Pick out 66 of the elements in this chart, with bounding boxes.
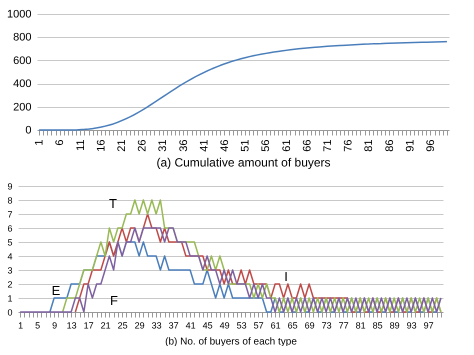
x-axis-title: (a) Cumulative amount of buyers — [156, 156, 331, 170]
x-tick-label: 76 — [342, 140, 355, 152]
y-tick-label: 4 — [7, 252, 12, 262]
x-tick-label: 45 — [202, 320, 213, 330]
x-tick-label: 21 — [116, 140, 128, 152]
x-tick-label: 85 — [372, 320, 383, 330]
y-tick-label: 2 — [7, 280, 12, 290]
y-tick-label: 3 — [7, 266, 12, 276]
x-tick-label: 53 — [236, 320, 247, 330]
x-tick-label: 93 — [406, 320, 417, 330]
x-tick-label: 37 — [168, 320, 179, 330]
x-tick-label: 41 — [198, 140, 210, 152]
x-tick-label: 5 — [35, 320, 40, 330]
series-label: T — [109, 196, 118, 211]
y-tick-label: 200 — [13, 101, 32, 114]
x-tick-label: 81 — [363, 140, 376, 152]
x-tick-label: 33 — [152, 320, 162, 330]
x-tick-label: 31 — [157, 140, 170, 152]
series-label: I — [284, 269, 288, 284]
x-tick-label: 11 — [74, 140, 87, 151]
x-tick-label: 77 — [338, 320, 349, 330]
x-tick-label: 71 — [322, 140, 334, 152]
x-tick-label: 61 — [280, 140, 293, 152]
line-series — [62, 199, 442, 313]
x-tick-label: 26 — [136, 140, 149, 152]
y-tick-label: 8 — [7, 196, 12, 206]
x-tick-label: 21 — [100, 320, 111, 330]
series-label: E — [52, 283, 61, 298]
y-tick-label: 800 — [13, 32, 32, 44]
x-tick-label: 61 — [270, 320, 281, 330]
x-tick-label: 81 — [356, 320, 366, 330]
x-tick-label: 96 — [424, 140, 437, 152]
y-tick-label: 7 — [7, 210, 12, 220]
x-tick-label: 91 — [404, 140, 416, 152]
x-tick-label: 56 — [260, 140, 272, 152]
y-tick-label: 9 — [7, 182, 12, 192]
x-tick-label: 13 — [66, 320, 77, 330]
x-tick-label: 66 — [301, 140, 314, 152]
y-tick-label: 6 — [7, 224, 12, 234]
x-tick-label: 17 — [84, 320, 94, 330]
x-tick-label: 16 — [95, 140, 108, 152]
y-tick-label: 600 — [13, 54, 32, 67]
x-tick-label: 25 — [118, 320, 128, 330]
x-tick-label: 51 — [240, 140, 252, 152]
x-tick-label: 41 — [186, 320, 196, 330]
series-label: F — [110, 293, 118, 308]
y-tick-label: 0 — [25, 124, 32, 136]
x-tick-label: 57 — [254, 320, 264, 330]
x-tick-label: 97 — [424, 320, 434, 330]
y-tick-label: 1000 — [7, 8, 32, 20]
x-tick-label: 73 — [322, 320, 332, 330]
x-tick-label: 49 — [220, 320, 230, 330]
x-tick-label: 29 — [134, 320, 145, 330]
x-tick-label: 36 — [178, 140, 190, 152]
x-tick-label: 69 — [304, 320, 315, 330]
y-tick-label: 5 — [7, 238, 12, 248]
x-tick-label: 6 — [54, 140, 66, 146]
x-tick-label: 86 — [384, 140, 396, 152]
y-tick-label: 0 — [7, 308, 12, 318]
x-tick-label: 65 — [288, 320, 298, 330]
y-tick-label: 1 — [7, 294, 12, 304]
x-tick-label: 9 — [52, 320, 58, 330]
x-tick-label: 89 — [390, 320, 400, 330]
x-tick-label: 1 — [34, 140, 46, 146]
y-tick-label: 400 — [13, 78, 32, 90]
x-tick-label: 46 — [218, 140, 231, 152]
